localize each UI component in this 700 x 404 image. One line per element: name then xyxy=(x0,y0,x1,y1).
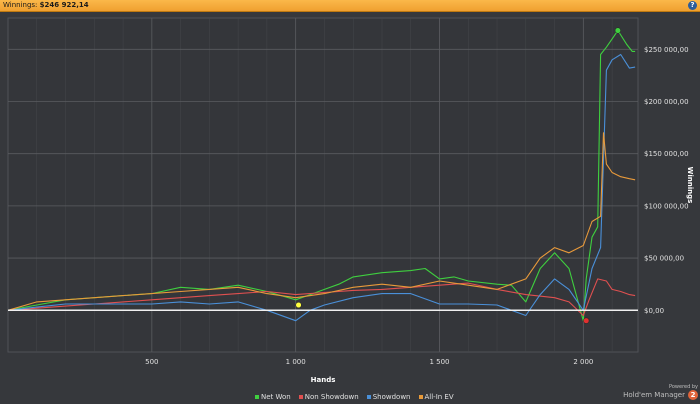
x-tick-label: 2 000 xyxy=(573,358,593,366)
legend-swatch xyxy=(366,395,371,399)
legend-swatch xyxy=(255,395,259,399)
legend-swatch xyxy=(418,395,423,399)
legend: Net Won Non Showdown Showdown All-In EV xyxy=(255,392,454,402)
series-line-all-in-ev xyxy=(7,132,636,311)
chart-svg: 500 1 000 1 500 2 000 $0,00 $50 000,00 $100 00… xyxy=(7,17,694,384)
min-marker xyxy=(583,317,590,324)
x-axis-title: Hands xyxy=(311,376,336,384)
title-bar: Winnings: $246 922,14 ? xyxy=(0,0,700,12)
winnings-value: $246 922,14 xyxy=(39,1,89,9)
y-tick-label: $150 000,00 xyxy=(644,150,689,158)
branding: Powered by Hold'em Manager 2 xyxy=(623,384,698,400)
plot-area xyxy=(7,17,639,353)
y-tick-label: $250 000,00 xyxy=(644,46,689,54)
product-name: Hold'em Manager xyxy=(623,390,685,399)
legend-item[interactable]: All-In EV xyxy=(418,392,454,402)
winnings-summary: Winnings: $246 922,14 xyxy=(3,1,89,9)
break-even-marker xyxy=(295,301,302,309)
legend-item[interactable]: Net Won xyxy=(255,392,291,402)
series-line-showdown xyxy=(7,53,636,322)
legend-label: Net Won xyxy=(261,393,291,401)
powered-by-text: Powered by xyxy=(669,384,698,390)
y-tick-label: $100 000,00 xyxy=(644,202,689,210)
legend-label: All-In EV xyxy=(424,393,454,401)
legend-item[interactable]: Non Showdown xyxy=(298,392,359,402)
y-tick-label: $50 000,00 xyxy=(644,255,684,263)
legend-label: Showdown xyxy=(372,393,411,401)
legend-item[interactable]: Showdown xyxy=(366,392,411,402)
legend-swatch xyxy=(298,395,303,399)
winnings-chart: 500 1 000 1 500 2 000 $0,00 $50 000,00 $100 00… xyxy=(0,12,700,404)
legend-label: Non Showdown xyxy=(304,393,359,401)
help-icon[interactable]: ? xyxy=(688,1,697,10)
max-marker xyxy=(614,27,621,34)
brand-logo-icon: 2 xyxy=(688,390,698,400)
x-tick-label: 1 500 xyxy=(429,358,449,366)
series-line-net-won xyxy=(7,29,636,322)
x-tick-label: 500 xyxy=(145,358,158,366)
y-tick-label: $0,00 xyxy=(644,307,664,315)
y-axis-title: Winnings xyxy=(686,167,694,204)
y-tick-label: $200 000,00 xyxy=(644,98,689,106)
x-tick-label: 1 000 xyxy=(286,358,306,366)
